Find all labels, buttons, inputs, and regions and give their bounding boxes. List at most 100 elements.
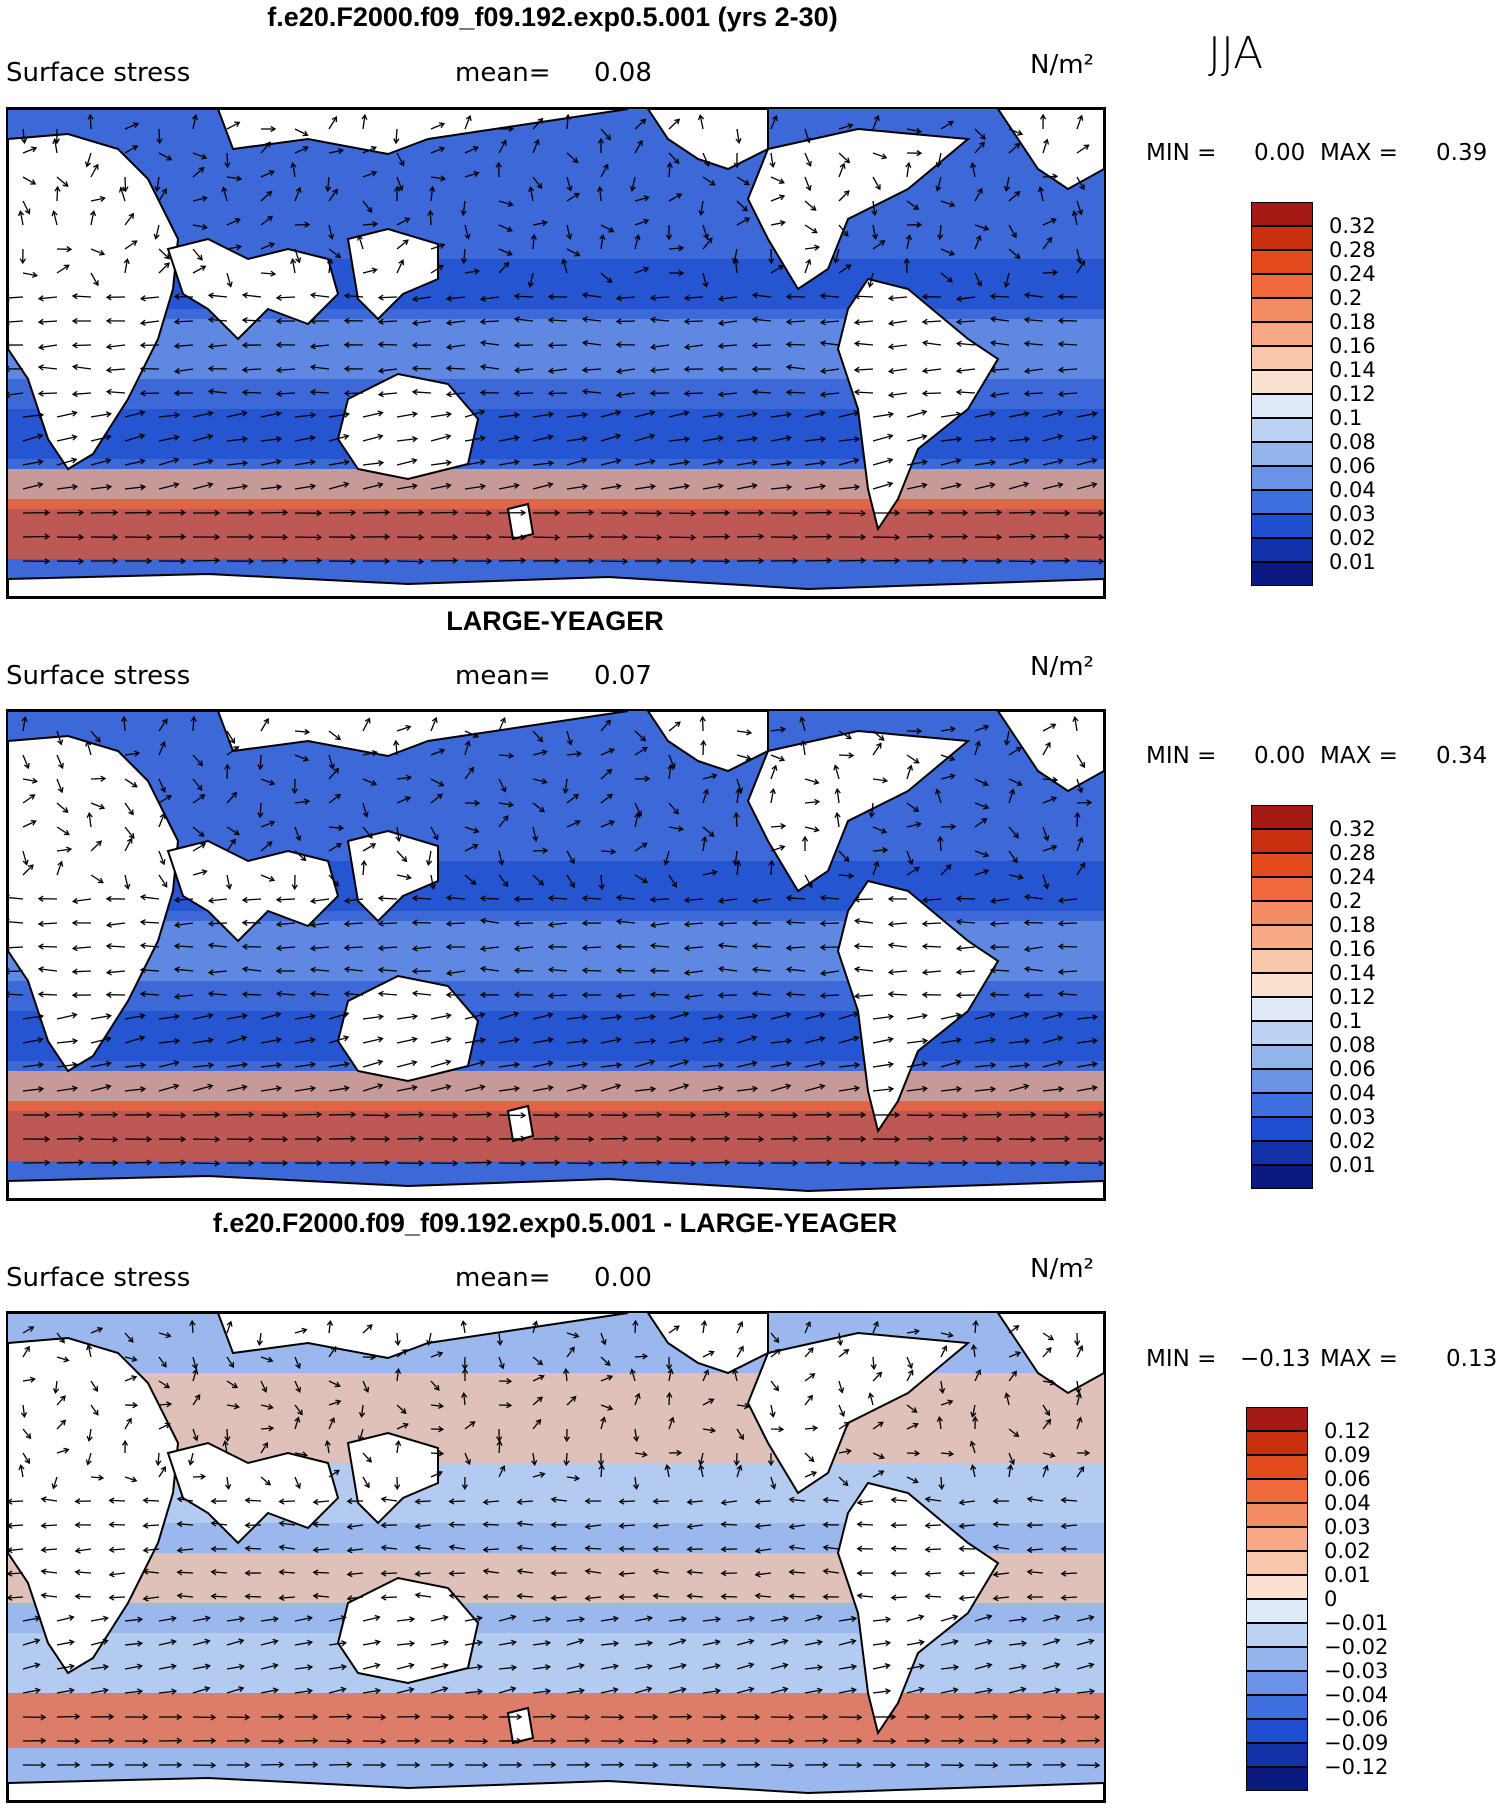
stress-vector: [804, 1641, 822, 1646]
land-mass: [346, 829, 439, 923]
stress-vector: [192, 412, 213, 418]
stress-vector: [753, 992, 772, 996]
stress-vector-head: [647, 1640, 654, 1647]
stress-vector: [294, 460, 315, 466]
land-mass: [8, 711, 629, 758]
stress-vector-head: [646, 1663, 653, 1670]
stress-vector-head: [950, 823, 957, 830]
stress-vector: [940, 483, 961, 490]
stress-vector: [362, 1689, 380, 1694]
stress-vector: [294, 536, 322, 539]
stress-vector-head: [856, 1737, 863, 1745]
colorbar-tick-label: −0.04: [1324, 1683, 1389, 1707]
stress-vector-head: [445, 391, 452, 398]
stress-vector: [532, 1419, 542, 1430]
stress-vector-head: [479, 363, 487, 371]
stress-vector-head: [93, 163, 99, 170]
stress-vector-head: [843, 1348, 850, 1355]
stress-vector-head: [445, 943, 452, 951]
stress-vector-head: [414, 1570, 421, 1577]
stress-vector-head: [842, 1480, 849, 1487]
colorbar-swatch: [1251, 514, 1313, 538]
stress-vector-head: [309, 389, 316, 396]
stress-vector-head: [807, 882, 813, 889]
stress-vector-head: [602, 163, 609, 170]
stress-vector-head: [649, 343, 657, 350]
stress-vector: [22, 1326, 34, 1334]
stress-vector-head: [118, 186, 125, 193]
stress-vector-head: [1057, 410, 1064, 417]
stress-vector: [872, 1088, 893, 1092]
stress-vector: [1042, 1332, 1054, 1341]
stress-vector-head: [40, 1714, 47, 1721]
stress-vector-head: [479, 295, 486, 302]
stress-vector-head: [71, 342, 78, 349]
stress-vector-head: [377, 433, 384, 440]
stress-vector-head: [402, 1422, 409, 1429]
stress-vector-head: [612, 1615, 620, 1622]
stress-vector-head: [52, 1387, 60, 1395]
stress-vector: [177, 1571, 194, 1574]
stress-vector: [786, 993, 806, 996]
stress-vector-head: [8, 1498, 13, 1505]
colorbar-swatch: [1246, 1575, 1308, 1599]
stress-vector: [668, 721, 681, 732]
stress-vector: [155, 224, 160, 239]
stress-vector-head: [649, 409, 656, 417]
stress-vector: [141, 320, 160, 324]
stress-vector-head: [71, 317, 78, 325]
stress-vector: [634, 730, 646, 742]
stress-vector-head: [563, 1367, 570, 1374]
stress-vector: [430, 1037, 451, 1044]
stress-vector: [702, 1351, 714, 1358]
stress-vector-head: [650, 1013, 657, 1021]
stress-vector: [974, 461, 995, 466]
stress-vector: [684, 296, 704, 299]
stress-vector: [702, 413, 723, 418]
stress-vector: [396, 1015, 417, 1020]
stress-vector-head: [969, 1440, 976, 1447]
stress-vector: [702, 1689, 720, 1694]
stress-vector: [585, 1570, 602, 1574]
stress-vector-head: [346, 1498, 353, 1505]
stress-vector-head: [404, 796, 412, 802]
stress-vector-head: [992, 1762, 999, 1769]
stress-vector: [685, 946, 704, 950]
stress-vector: [872, 1452, 885, 1459]
stress-vector: [124, 1014, 145, 1020]
stress-vector-head: [683, 366, 690, 373]
stress-vector-head: [102, 1664, 110, 1671]
stress-vector-head: [516, 1520, 523, 1527]
stress-vector-head: [23, 762, 30, 770]
stress-vector-head: [312, 1521, 319, 1528]
stress-vector-head: [1009, 1459, 1015, 1466]
stress-vector: [328, 1113, 356, 1116]
stress-vector: [1008, 412, 1029, 418]
stress-vector: [73, 898, 92, 903]
colorbar-tick-label: 0.12: [1329, 382, 1376, 406]
stress-vector: [294, 1063, 315, 1068]
stress-vector-head: [482, 1498, 489, 1506]
panel-1-min-value: 0.00: [1254, 140, 1306, 166]
stress-vector: [192, 716, 195, 732]
stress-band: [8, 1693, 1104, 1748]
stress-vector-head: [1023, 1083, 1030, 1090]
colorbar-swatch: [1251, 442, 1313, 466]
stress-vector-head: [278, 1544, 285, 1551]
stress-vector: [906, 1423, 918, 1430]
stress-vector: [87, 1345, 92, 1358]
stress-vector: [396, 1369, 400, 1382]
stress-vector-head: [788, 1714, 795, 1721]
stress-vector-head: [641, 842, 648, 849]
stress-vector: [651, 368, 670, 372]
stress-vector-head: [71, 1012, 78, 1019]
stress-vector-head: [788, 1762, 795, 1769]
stress-vector: [770, 1332, 780, 1343]
stress-vector-head: [1003, 281, 1010, 288]
stress-vector: [940, 1615, 958, 1622]
stress-vector: [430, 147, 445, 154]
stress-vector: [8, 896, 24, 900]
stress-vector: [328, 1380, 340, 1387]
stress-vector-head: [63, 829, 70, 836]
stress-vector: [940, 1476, 943, 1489]
